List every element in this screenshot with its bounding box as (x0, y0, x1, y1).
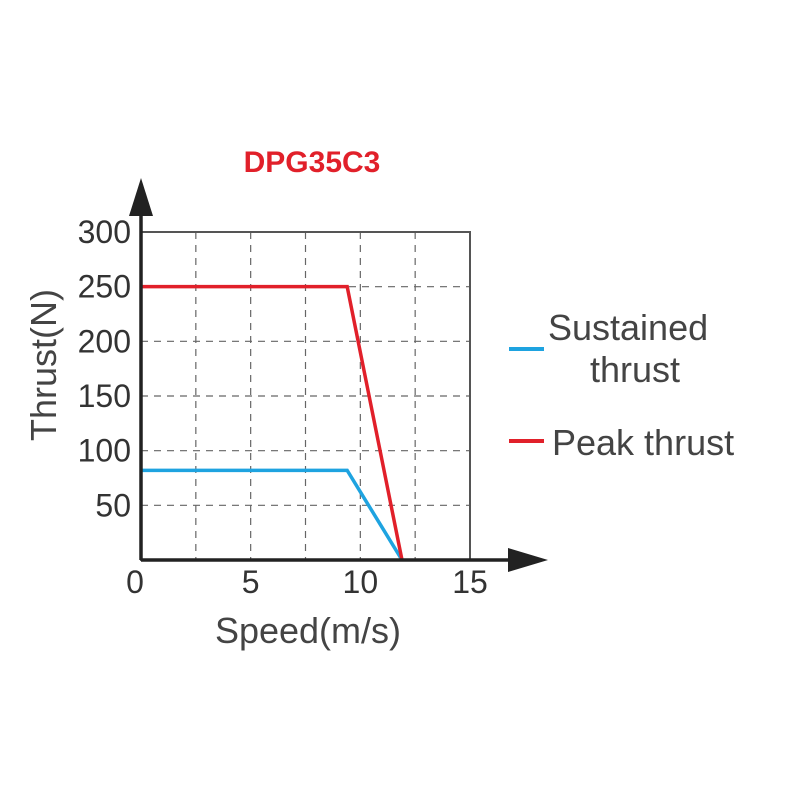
x-axis-label: Speed(m/s) (215, 610, 401, 651)
x-axis-arrow-icon (508, 548, 548, 572)
y-tick-label: 200 (78, 323, 131, 359)
y-axis-label: Thrust(N) (23, 289, 64, 441)
x-tick-label: 0 (126, 564, 144, 600)
x-tick-labels: 0 5 10 15 (126, 564, 488, 600)
chart-title: DPG35C3 (244, 146, 381, 179)
y-tick-labels: 50 100 150 200 250 300 (78, 214, 131, 523)
axes (129, 178, 548, 572)
y-tick-label: 300 (78, 214, 131, 250)
y-axis-arrow-icon (129, 178, 153, 216)
x-tick-label: 5 (242, 564, 260, 600)
x-tick-label: 15 (452, 564, 488, 600)
legend-label-sustained-thrust: Sustained thrust (548, 307, 708, 390)
series-line-peak-thrust (141, 284, 404, 561)
y-tick-label: 100 (78, 433, 131, 469)
legend-label-peak-thrust: Peak thrust (552, 422, 734, 463)
series-lines (141, 284, 404, 561)
y-tick-label: 150 (78, 378, 131, 414)
grid-lines (141, 232, 470, 560)
y-tick-label: 250 (78, 269, 131, 305)
y-tick-label: 50 (95, 487, 131, 523)
x-tick-label: 10 (343, 564, 379, 600)
legend: Sustained thrust Peak thrust (509, 307, 734, 463)
series-line-sustained-thrust (141, 468, 404, 561)
